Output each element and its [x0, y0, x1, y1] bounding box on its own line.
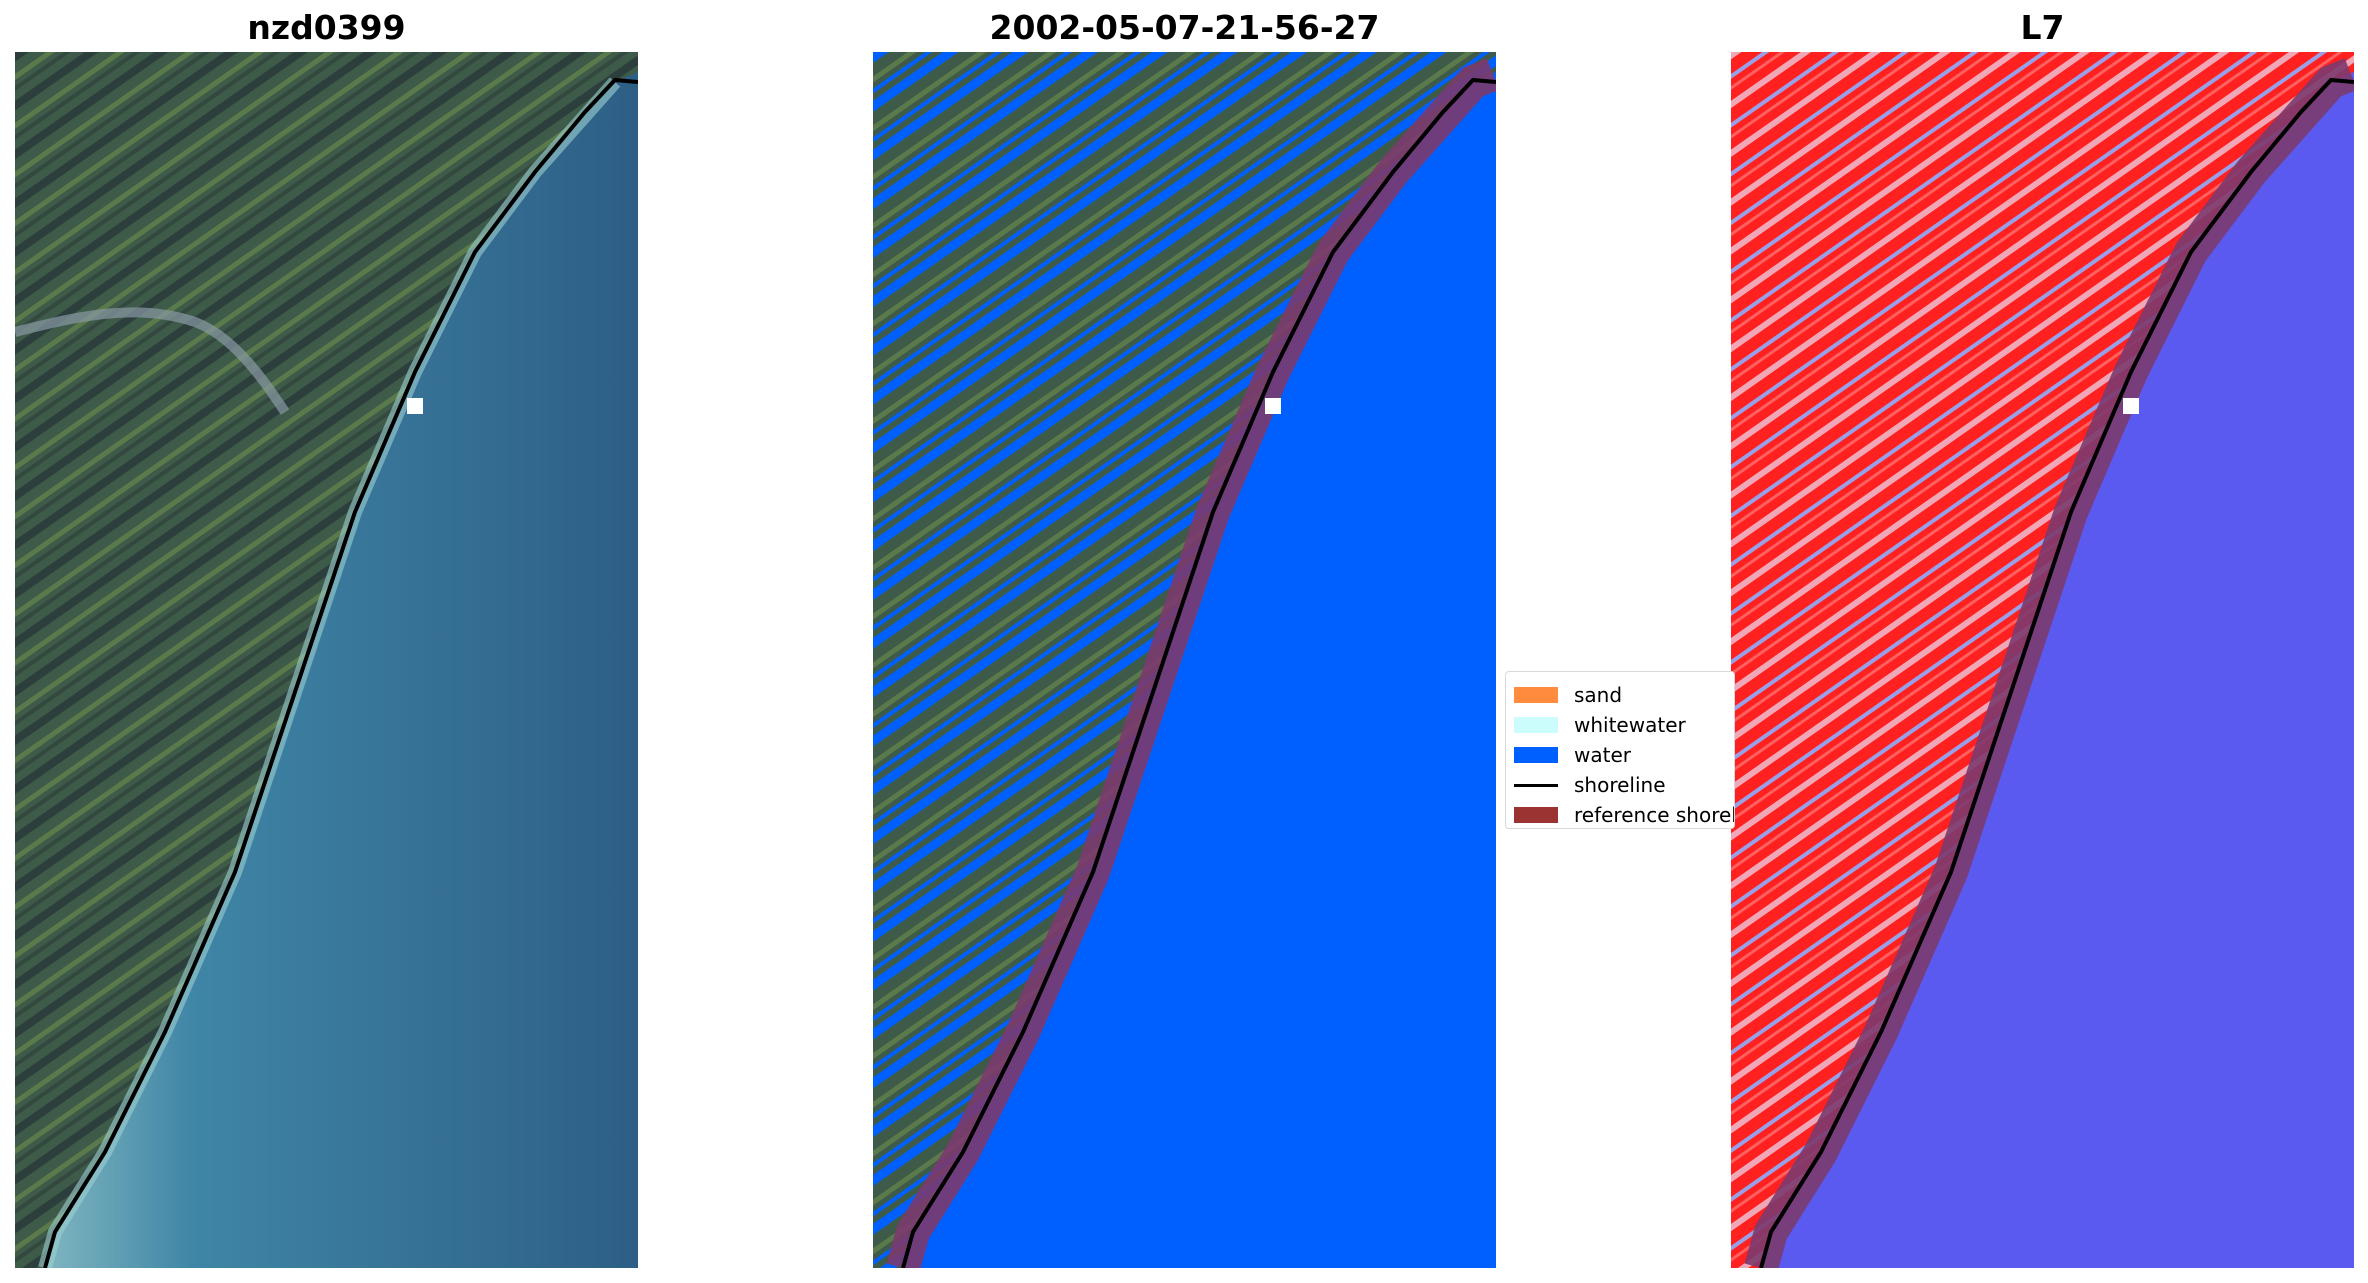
river-channel: [15, 307, 290, 415]
rgb-image-panel: [15, 52, 638, 1268]
legend: sand whitewater water shoreline referenc…: [1505, 671, 1735, 829]
legend-item-reference-buffer: reference shoreline buffer: [1514, 800, 1734, 828]
panel-title-rgb: nzd0399: [247, 8, 406, 47]
cloud-patch: [2123, 398, 2139, 414]
legend-label: shoreline: [1574, 773, 1666, 797]
classified-image-panel: [873, 52, 1496, 1268]
sand-swatch: [1514, 687, 1558, 703]
legend-item-whitewater: whitewater: [1514, 710, 1734, 740]
legend-item-shoreline: shoreline: [1514, 770, 1734, 800]
legend-label: water: [1574, 743, 1631, 767]
water-swatch: [1514, 747, 1558, 763]
legend-label: whitewater: [1574, 713, 1686, 737]
legend-item-water: water: [1514, 740, 1734, 770]
whitewater-swatch: [1514, 717, 1558, 733]
legend-item-sand: sand: [1514, 680, 1734, 710]
legend-label: reference shoreline buffer: [1574, 803, 1734, 827]
index-image-panel: [1731, 52, 2354, 1268]
shoreline: [901, 77, 1496, 1268]
cloud-patch: [407, 398, 423, 414]
buffer-swatch: [1514, 807, 1558, 823]
shoreline: [43, 77, 638, 1268]
shoreline-line-icon: [1514, 783, 1558, 787]
panel-title-satellite: L7: [2020, 8, 2065, 47]
shoreline: [1759, 77, 2354, 1268]
cloud-patch: [1265, 398, 1281, 414]
panel-title-date: 2002-05-07-21-56-27: [989, 8, 1380, 47]
legend-label: sand: [1574, 683, 1623, 707]
